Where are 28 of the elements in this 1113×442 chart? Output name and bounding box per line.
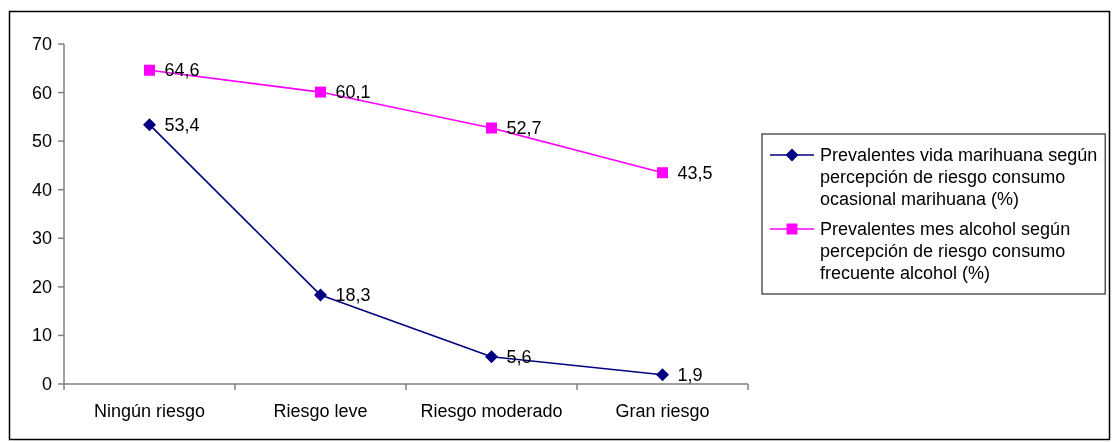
point [485, 350, 498, 364]
data-label: 18,3 [335, 285, 371, 306]
point [143, 118, 156, 132]
data-label: 60,1 [335, 82, 371, 103]
point [144, 64, 155, 76]
data-label: 52,7 [506, 118, 542, 139]
y-tick-label: 10 [31, 325, 52, 346]
y-tick-label: 20 [31, 276, 52, 297]
x-tick-label: Riesgo leve [273, 401, 368, 421]
legend-label: Prevalentes vida marihuana según percepción de riesgo consumo ocasional marihuana (%) [820, 145, 1098, 209]
x-tick-label: Ningún riesgo [93, 401, 206, 421]
y-tick-label: 60 [31, 82, 52, 103]
point [314, 288, 327, 302]
point [315, 86, 326, 98]
x-tick-label: Gran riesgo [615, 401, 710, 421]
y-tick-label: 70 [31, 34, 52, 54]
y-tick-label: 50 [31, 131, 52, 152]
x-tick-label: Riesgo moderado [420, 401, 563, 421]
data-label: 53,4 [164, 114, 200, 135]
y-tick-label: 40 [31, 179, 52, 200]
y-tick-label: 0 [41, 374, 52, 394]
data-label: 43,5 [677, 162, 713, 183]
data-label: 1,9 [677, 364, 703, 385]
y-tick-label: 30 [31, 228, 52, 249]
point [486, 122, 497, 134]
point [657, 167, 668, 179]
point [656, 368, 669, 382]
legend-label: Prevalentes mes alcohol según percepción de riesgo consumo frecuente alcohol (%) [820, 219, 1071, 283]
